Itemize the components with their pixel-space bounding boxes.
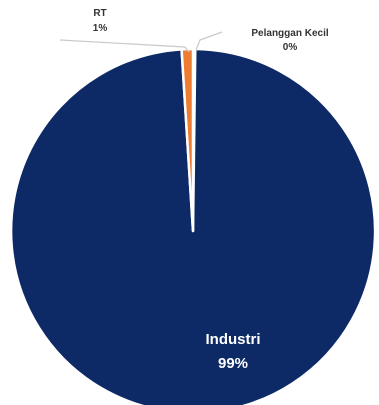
leader-line-rt [59,39,190,53]
leader-line-pelanggan-kecil [195,31,223,51]
leader-lines [59,31,223,53]
data-labels: RT 1% Pelanggan Kecil 0% Industri 99% [93,8,329,372]
label-industri-category: Industri [206,331,261,348]
label-pelanggan-kecil-category: Pelanggan Kecil [251,28,328,39]
label-rt-percent: 1% [93,23,108,34]
pie-slices [9,47,377,405]
label-rt-category: RT [93,8,106,19]
label-industri-percent: 99% [218,355,248,372]
label-pelanggan-kecil-percent: 0% [283,42,298,53]
